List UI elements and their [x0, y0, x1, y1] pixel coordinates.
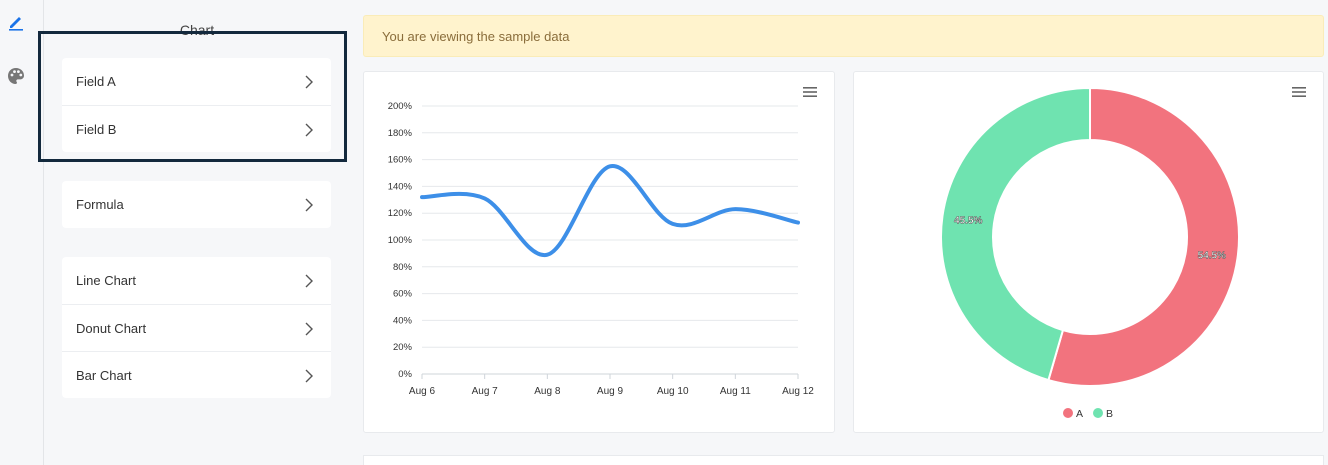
- formula-item[interactable]: Formula: [62, 181, 331, 228]
- y-tick-label: 40%: [393, 315, 413, 326]
- y-tick-label: 120%: [388, 208, 413, 219]
- sidebar-title: Chart: [179, 22, 215, 38]
- line-chart: 0% 20% 40% 60% 80% 100% 120% 140% 160% 180% 200% A…: [388, 101, 815, 397]
- x-tick-label: Aug 11: [720, 386, 751, 397]
- donut-slice-B: [940, 86, 1091, 382]
- x-tick-label: Aug 9: [597, 386, 624, 397]
- field-a-item[interactable]: Field A: [62, 58, 331, 105]
- pencil-icon[interactable]: [6, 12, 26, 32]
- field-a-label: Field A: [76, 74, 116, 89]
- chart-settings-sidebar: Chart Field A Field B Formula Line Chart…: [45, 0, 349, 465]
- bar-chart-label: Bar Chart: [76, 367, 132, 383]
- y-tick-label: 180%: [388, 128, 413, 139]
- line-chart-y-axis: 0% 20% 40% 60% 80% 100% 120% 140% 160% 180% 200%: [388, 101, 413, 380]
- sample-data-banner: You are viewing the sample data: [363, 15, 1324, 57]
- y-tick-label: 60%: [393, 289, 413, 300]
- x-tick-label: Aug 6: [409, 386, 436, 397]
- donut-slices: [940, 86, 1240, 387]
- donut-chart-label: Donut Chart: [76, 320, 147, 336]
- x-tick-label: Aug 7: [472, 386, 499, 397]
- donut-data-labels: 54.5% 45.5%: [954, 215, 1227, 261]
- y-tick-label: 100%: [388, 235, 413, 246]
- formula-label: Formula: [76, 197, 124, 212]
- chevron-right-icon: [305, 123, 313, 137]
- field-b-item[interactable]: Field B: [62, 105, 331, 152]
- chevron-right-icon: [305, 198, 313, 212]
- chevron-right-icon: [305, 274, 313, 288]
- line-chart-label: Line Chart: [76, 273, 136, 288]
- donut-data-label: 45.5%: [954, 216, 982, 227]
- y-tick-label: 200%: [388, 101, 413, 112]
- donut-chart-item[interactable]: Donut Chart: [62, 304, 331, 351]
- banner-text: You are viewing the sample data: [382, 28, 570, 44]
- y-tick-label: 0%: [398, 369, 412, 380]
- donut-data-label: 54.5%: [1198, 250, 1226, 261]
- y-tick-label: 80%: [393, 262, 413, 273]
- chevron-right-icon: [305, 322, 313, 336]
- chevron-right-icon: [305, 75, 313, 89]
- y-tick-label: 160%: [388, 155, 413, 166]
- palette-icon[interactable]: [6, 66, 26, 86]
- line-series: [420, 164, 800, 257]
- chart-types-card: Line Chart Donut Chart Bar Chart: [62, 257, 331, 398]
- legend-label: A: [1076, 408, 1083, 420]
- legend-label: B: [1106, 408, 1113, 420]
- line-chart-grid: [422, 105, 798, 375]
- donut-slice-A: [1047, 86, 1240, 387]
- line-chart-item[interactable]: Line Chart: [62, 257, 331, 304]
- x-tick-label: Aug 10: [657, 386, 689, 397]
- field-b-label: Field B: [76, 121, 117, 137]
- legend-marker-A: [1063, 408, 1073, 418]
- line-chart-x-axis: Aug 6 Aug 7 Aug 8 Aug 9 Aug 10 Aug 11 Aug 12: [409, 374, 814, 397]
- legend-marker-B: [1093, 408, 1103, 418]
- fields-card: Field A Field B: [62, 58, 331, 152]
- formula-card: Formula: [62, 181, 331, 228]
- hamburger-menu-icon[interactable]: [1291, 86, 1307, 98]
- x-tick-label: Aug 8: [534, 386, 561, 397]
- tool-rail: [0, 0, 44, 465]
- bar-chart-item[interactable]: Bar Chart: [62, 351, 331, 398]
- hamburger-menu-icon[interactable]: [802, 86, 818, 98]
- chevron-right-icon: [305, 369, 313, 383]
- lower-panel: [363, 455, 1324, 465]
- line-chart-panel: 0% 20% 40% 60% 80% 100% 120% 140% 160% 180% 200% A…: [363, 71, 835, 433]
- y-tick-label: 140%: [388, 181, 413, 192]
- y-tick-label: 20%: [393, 342, 413, 353]
- x-tick-label: Aug 12: [782, 386, 814, 397]
